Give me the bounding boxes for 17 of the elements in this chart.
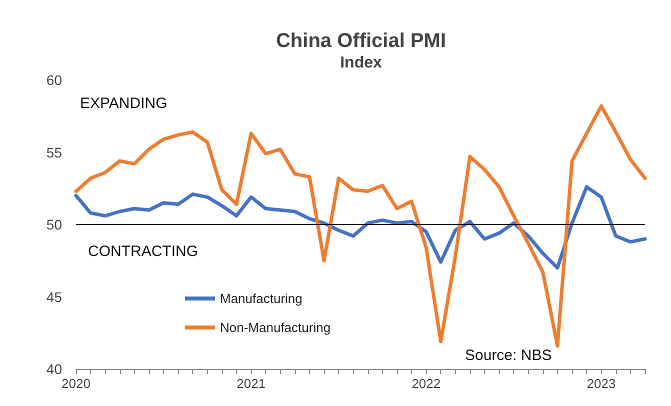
x-tick-label: 2021 <box>236 376 266 391</box>
y-tick-label: 60 <box>46 72 62 88</box>
x-tick-label: 2020 <box>62 376 90 391</box>
legend-label: Manufacturing <box>220 291 302 306</box>
x-tick-label: 2022 <box>412 376 441 391</box>
annotation: Source: NBS <box>465 347 552 364</box>
chart-title: China Official PMI <box>276 30 446 52</box>
x-tick-label: 2023 <box>586 376 616 391</box>
y-tick-label: 50 <box>46 216 62 232</box>
line-series <box>74 185 647 270</box>
legend-label: Non-Manufacturing <box>220 320 331 335</box>
annotation: EXPANDING <box>80 95 168 112</box>
y-tick-label: 55 <box>46 144 62 160</box>
annotation: CONTRACTING <box>88 243 198 260</box>
chart-subtitle: Index <box>340 54 382 72</box>
y-tick-label: 45 <box>46 288 62 305</box>
y-tick-label: 40 <box>46 361 62 377</box>
